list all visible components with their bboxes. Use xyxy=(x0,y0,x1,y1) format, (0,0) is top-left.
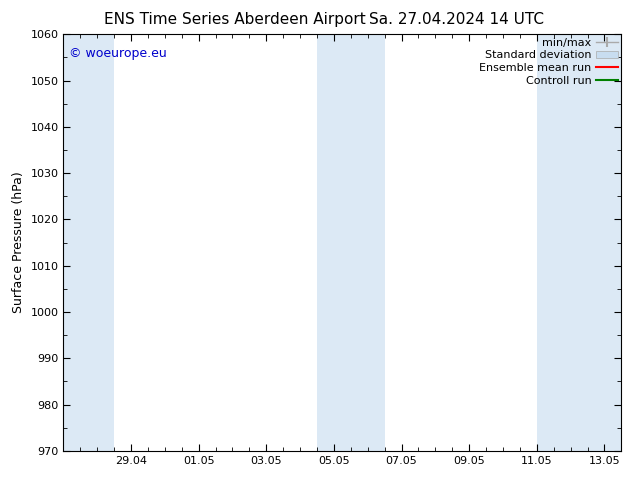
Bar xyxy=(317,34,385,451)
Text: ENS Time Series Aberdeen Airport: ENS Time Series Aberdeen Airport xyxy=(104,12,365,27)
Text: © woeurope.eu: © woeurope.eu xyxy=(69,47,167,60)
Legend: min/max, Standard deviation, Ensemble mean run, Controll run: min/max, Standard deviation, Ensemble me… xyxy=(479,38,618,86)
Y-axis label: Surface Pressure (hPa): Surface Pressure (hPa) xyxy=(12,172,25,314)
Text: Sa. 27.04.2024 14 UTC: Sa. 27.04.2024 14 UTC xyxy=(369,12,544,27)
Bar xyxy=(537,34,621,451)
Bar xyxy=(63,34,114,451)
